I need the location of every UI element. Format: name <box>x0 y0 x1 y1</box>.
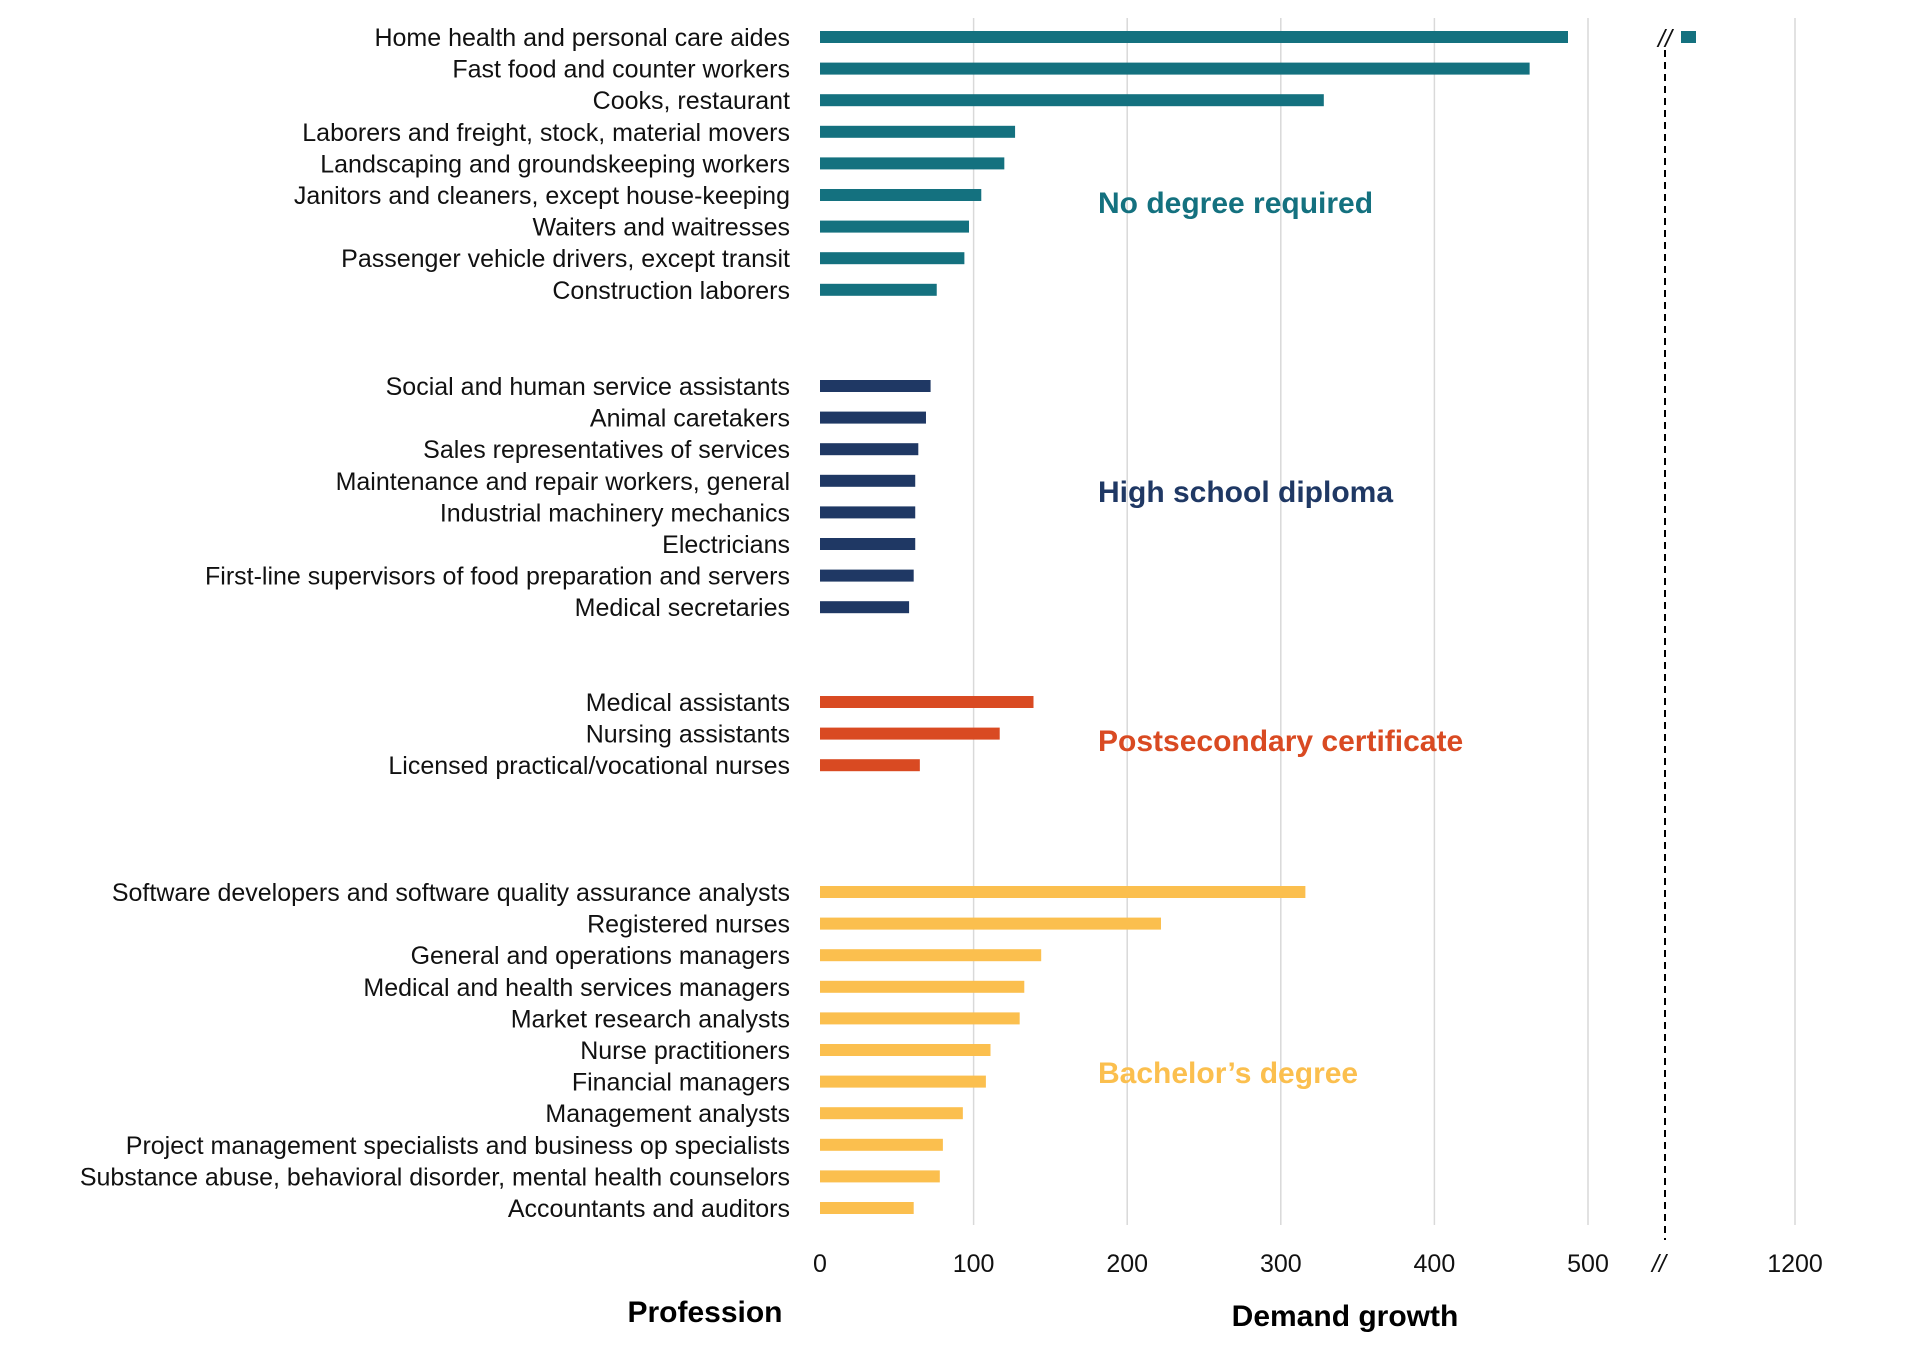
category-label: Medical and health services managers <box>363 974 790 1002</box>
category-label: Nursing assistants <box>586 721 790 749</box>
bar <box>820 886 1306 898</box>
bar <box>820 1170 940 1183</box>
group-labels: No degree required High school diploma Pos… <box>1098 187 1463 1090</box>
y-axis-title: Profession <box>627 1296 782 1329</box>
category-label: Waiters and waitresses <box>533 214 791 242</box>
bar <box>820 31 1568 43</box>
x-axis-title: Demand growth <box>1232 1300 1459 1333</box>
category-label: Management analysts <box>545 1100 790 1128</box>
group-label: Bachelor’s degree <box>1098 1057 1358 1090</box>
category-label: Industrial machinery mechanics <box>440 499 790 527</box>
category-label: Cooks, restaurant <box>593 87 790 115</box>
bar <box>1681 31 1696 43</box>
bar <box>820 949 1042 962</box>
bar <box>820 917 1161 930</box>
bar <box>820 569 914 582</box>
axis-break-marker: // <box>1650 1250 1669 1278</box>
group-label: Postsecondary certificate <box>1098 725 1463 758</box>
bar <box>820 759 920 772</box>
category-label: Registered nurses <box>587 911 790 939</box>
x-tick-label: 200 <box>1106 1250 1148 1278</box>
category-label: Licensed practical/vocational nurses <box>388 752 790 780</box>
bar <box>820 283 937 296</box>
bar <box>820 94 1324 107</box>
category-label: Maintenance and repair workers, general <box>336 468 790 496</box>
bar <box>820 601 910 614</box>
category-label: Medical secretaries <box>575 594 790 622</box>
bar <box>820 411 926 424</box>
category-label: Fast food and counter workers <box>452 56 790 84</box>
x-tick-label: 300 <box>1260 1250 1302 1278</box>
category-label: Landscaping and groundskeeping workers <box>320 150 790 178</box>
category-label: Sales representatives of services <box>423 436 790 464</box>
bar <box>820 1202 914 1214</box>
category-label: Accountants and auditors <box>508 1195 790 1223</box>
bar <box>820 538 916 550</box>
category-label: Construction laborers <box>552 277 790 305</box>
bar <box>820 189 982 201</box>
category-label: Software developers and software quality… <box>112 879 790 907</box>
bar <box>820 1138 943 1151</box>
bar <box>820 62 1530 75</box>
bar <box>820 980 1025 993</box>
bar <box>820 1044 991 1056</box>
category-label: Social and human service assistants <box>386 373 790 401</box>
x-tick-labels: 0 100 200 300 400 500 1200 // // <box>813 25 1823 1278</box>
category-label: Substance abuse, behavioral disorder, me… <box>80 1163 790 1191</box>
x-tick-label: 1200 <box>1767 1250 1823 1278</box>
category-label: General and operations managers <box>411 942 790 970</box>
bar <box>820 1107 963 1120</box>
category-label: Laborers and freight, stock, material mo… <box>302 119 790 147</box>
bar <box>820 1075 986 1088</box>
x-tick-label: 100 <box>953 1250 995 1278</box>
bar <box>820 220 969 233</box>
bar <box>820 157 1005 170</box>
x-tick-label: 500 <box>1567 1250 1609 1278</box>
bar <box>820 252 965 265</box>
category-label: Project management specialists and busin… <box>126 1132 790 1160</box>
bar <box>820 727 1000 740</box>
x-tick-label: 0 <box>813 1250 827 1278</box>
category-label: Financial managers <box>572 1069 790 1097</box>
bar <box>820 443 919 456</box>
bar <box>820 696 1034 708</box>
bar <box>820 474 916 487</box>
category-label: Janitors and cleaners, except house-keep… <box>294 182 790 210</box>
category-label: Medical assistants <box>586 689 790 717</box>
category-label: Home health and personal care aides <box>374 24 790 52</box>
gridlines <box>972 18 1796 1240</box>
x-tick-label: 400 <box>1414 1250 1456 1278</box>
bar <box>820 380 931 392</box>
category-label: Electricians <box>662 531 790 559</box>
axis-break-marker: // <box>1656 25 1675 53</box>
bar <box>820 125 1016 138</box>
bars <box>820 31 1696 1214</box>
category-label: Market research analysts <box>511 1005 790 1033</box>
category-label: Animal caretakers <box>590 405 790 433</box>
category-label: Passenger vehicle drivers, except transi… <box>341 245 790 273</box>
group-label: High school diploma <box>1098 476 1393 509</box>
bar <box>820 1012 1020 1025</box>
group-label: No degree required <box>1098 187 1373 220</box>
category-label: Nurse practitioners <box>580 1037 790 1065</box>
bar <box>820 506 916 519</box>
category-label: First-line supervisors of food preparati… <box>205 563 790 591</box>
category-labels: Home health and personal care aides Fast … <box>80 24 790 1223</box>
